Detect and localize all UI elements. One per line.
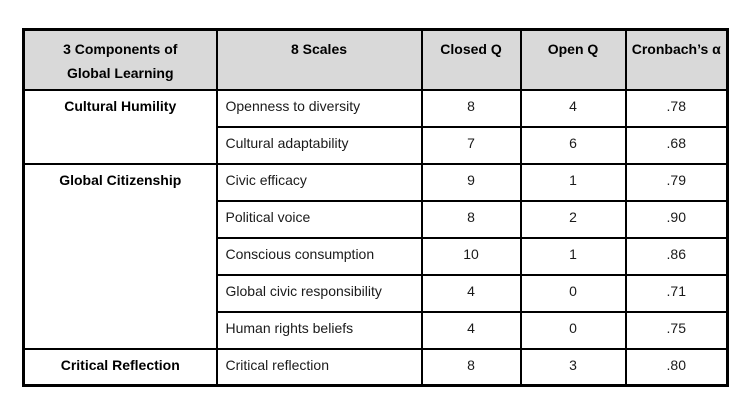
open-q-cell: 6	[519, 125, 627, 165]
header-open-q: Open Q	[519, 28, 627, 91]
global-learning-scales-table: 3 Components of Global Learning 8 Scales…	[22, 28, 729, 387]
closed-q-cell: 10	[420, 236, 522, 276]
component-cell-cultural-humility: Cultural Humility	[22, 88, 218, 165]
alpha-cell: .90	[624, 199, 729, 239]
header-closed-q: Closed Q	[420, 28, 522, 91]
scale-cell: Global civic responsibility	[215, 273, 423, 313]
table-row: Global civic responsibility 4 0 .71	[24, 273, 729, 313]
component-cell-critical-reflection: Critical Reflection	[22, 347, 218, 387]
alpha-cell: .75	[624, 310, 729, 350]
open-q-cell: 0	[519, 310, 627, 350]
scale-cell: Conscious consumption	[215, 236, 423, 276]
alpha-cell: .71	[624, 273, 729, 313]
closed-q-cell: 9	[420, 162, 522, 202]
scale-cell: Openness to diversity	[215, 88, 423, 128]
closed-q-cell: 8	[420, 88, 522, 128]
alpha-cell: .80	[624, 347, 729, 387]
header-components-line2: Global Learning	[66, 65, 174, 81]
open-q-cell: 1	[519, 162, 627, 202]
table-row: Conscious consumption 10 1 .86	[24, 236, 729, 276]
open-q-cell: 3	[519, 347, 627, 387]
header-components: 3 Components of Global Learning	[22, 28, 218, 91]
header-cronbach-alpha: Cronbach’s α	[624, 28, 729, 91]
open-q-cell: 0	[519, 273, 627, 313]
open-q-cell: 1	[519, 236, 627, 276]
scale-cell: Critical reflection	[215, 347, 423, 387]
alpha-cell: .79	[624, 162, 729, 202]
alpha-cell: .86	[624, 236, 729, 276]
open-q-cell: 2	[519, 199, 627, 239]
header-components-line1: 3 Components of	[63, 41, 178, 57]
closed-q-cell: 8	[420, 347, 522, 387]
header-row: 3 Components of Global Learning 8 Scales…	[22, 28, 729, 91]
scale-cell: Human rights beliefs	[215, 310, 423, 350]
closed-q-cell: 4	[420, 273, 522, 313]
closed-q-cell: 7	[420, 125, 522, 165]
table-row: Human rights beliefs 4 0 .75	[24, 310, 729, 350]
alpha-cell: .68	[624, 125, 729, 165]
component-cell-global-citizenship: Global Citizenship	[22, 162, 218, 350]
header-scales: 8 Scales	[215, 28, 423, 91]
open-q-cell: 4	[519, 88, 627, 128]
scale-cell: Civic efficacy	[215, 162, 423, 202]
table-row: Political voice 8 2 .90	[24, 199, 729, 239]
closed-q-cell: 4	[420, 310, 522, 350]
table-row: Cultural adaptability 7 6 .68	[24, 125, 729, 165]
table-row: Critical Reflection Critical reflection …	[22, 347, 729, 387]
scale-cell: Political voice	[215, 199, 423, 239]
global-learning-table-container: 3 Components of Global Learning 8 Scales…	[22, 28, 729, 387]
table-row: Cultural Humility Openness to diversity …	[22, 88, 729, 165]
closed-q-cell: 8	[420, 199, 522, 239]
table-row: Global Citizenship Civic efficacy 9 1 .7…	[22, 162, 729, 350]
scale-cell: Cultural adaptability	[215, 125, 423, 165]
alpha-cell: .78	[624, 88, 729, 128]
